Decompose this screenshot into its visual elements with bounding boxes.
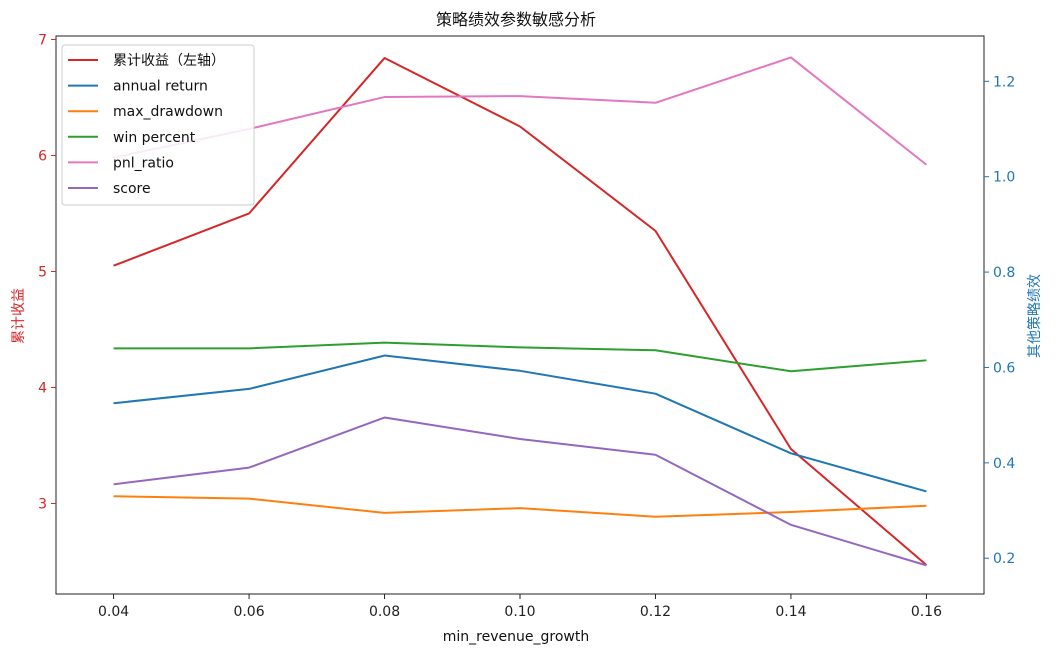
series-line-1: [113, 354, 927, 493]
left-y-tick-label: 6: [38, 148, 47, 164]
x-tick-label: 0.10: [504, 604, 535, 620]
axes: 0.04 0.06 0.08 0.10 0.12 0.14 0.16 3 4 5 6 7 0.2 0.4 0…: [38, 32, 1015, 620]
x-axis-title: min_revenue_growth: [443, 629, 589, 645]
legend-label: max_drawdown: [113, 104, 223, 120]
right-y-tick-label: 1.2: [993, 74, 1015, 90]
chart-title: 策略绩效参数敏感分析: [436, 10, 596, 29]
left-y-tick-label: 7: [38, 32, 47, 48]
legend-label: 累计收益（左轴）: [113, 53, 225, 69]
legend-label: annual return: [113, 79, 208, 95]
right-y-tick-label: 0.2: [993, 551, 1015, 567]
x-tick-label: 0.06: [233, 604, 264, 620]
right-y-tick-label: 0.8: [993, 265, 1015, 281]
x-tick-label: 0.16: [911, 604, 942, 620]
series-lines: [113, 56, 928, 567]
right-y-tick-label: 1.0: [993, 170, 1015, 186]
legend-label: pnl_ratio: [113, 155, 174, 171]
x-tick-label: 0.12: [640, 604, 671, 620]
left-y-tick-label: 4: [38, 381, 47, 397]
left-y-tick-label: 5: [38, 264, 47, 280]
x-tick-label: 0.14: [775, 604, 806, 620]
right-y-tick-label: 0.4: [993, 456, 1015, 472]
left-y-axis-title: 累计收益: [11, 288, 27, 344]
series-line-2: [113, 495, 927, 518]
legend-label: score: [113, 181, 151, 197]
left-y-tick-label: 3: [38, 497, 47, 513]
legend-label: win percent: [113, 130, 196, 146]
right-y-axis-title: 其他策略绩效: [1026, 274, 1043, 358]
legend-box: [61, 44, 255, 206]
series-line-3: [113, 341, 927, 373]
right-y-tick-label: 0.6: [993, 360, 1015, 376]
x-tick-label: 0.04: [98, 604, 129, 620]
series-line-0: [113, 57, 928, 566]
series-line-5: [113, 416, 927, 567]
x-tick-label: 0.08: [369, 604, 400, 620]
